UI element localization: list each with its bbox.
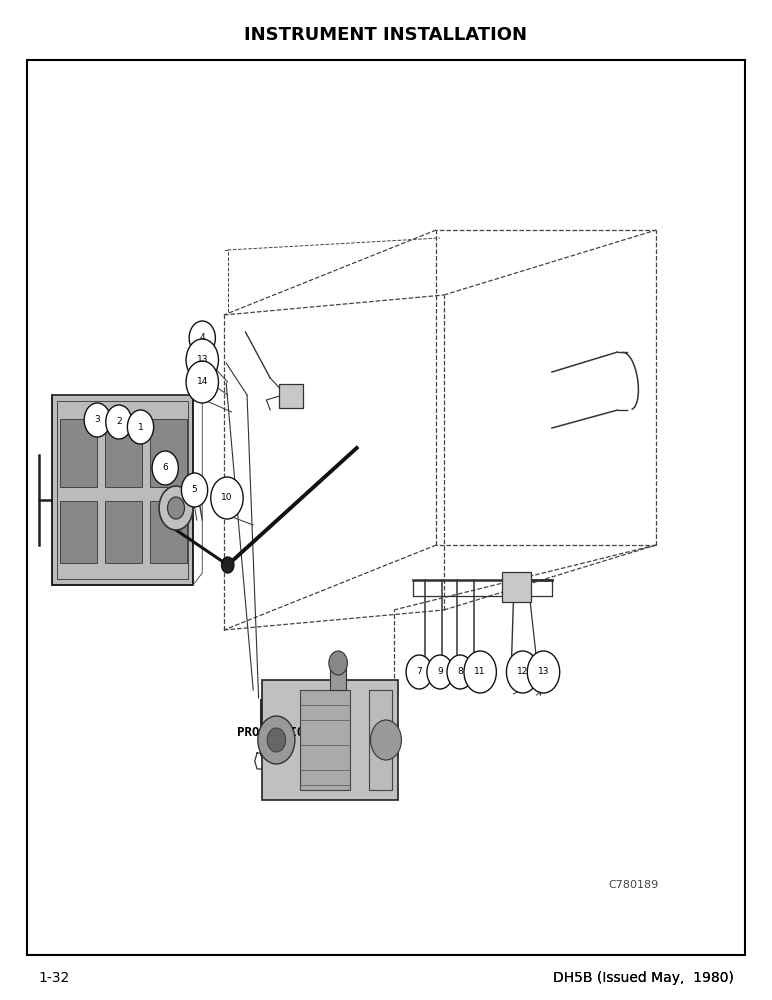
Text: PROPULSION PUMP: PROPULSION PUMP [237,726,350,738]
Circle shape [371,720,401,760]
Circle shape [427,655,453,689]
Text: 4: 4 [199,334,205,342]
Text: 12: 12 [517,668,528,676]
Circle shape [506,651,539,693]
Text: 11: 11 [475,668,486,676]
Bar [279,384,303,408]
Bar [262,680,398,800]
Text: 1: 1 [137,422,144,432]
Bar [105,501,142,563]
Text: 3: 3 [94,416,100,424]
Bar [60,419,97,487]
Circle shape [152,451,178,485]
Bar [150,501,187,563]
Circle shape [527,651,560,693]
Circle shape [159,486,193,530]
Circle shape [84,403,110,437]
Circle shape [106,405,132,439]
Text: C780189: C780189 [608,880,659,890]
Text: 1-32: 1-32 [39,971,69,985]
Text: DH5B (Issued May,  1980): DH5B (Issued May, 1980) [553,971,733,985]
Text: 10: 10 [222,493,232,502]
Bar [150,419,187,487]
Circle shape [189,321,215,355]
Circle shape [181,473,208,507]
Circle shape [222,557,234,573]
Text: 13: 13 [197,356,208,364]
Text: 2: 2 [116,418,122,426]
Text: 7: 7 [416,668,422,676]
Text: 14: 14 [197,377,208,386]
Circle shape [258,716,295,764]
Text: 13: 13 [538,668,549,676]
Bar [369,690,392,790]
Bar [300,690,350,790]
Circle shape [406,655,432,689]
Circle shape [464,651,496,693]
Text: 9: 9 [437,668,443,676]
Circle shape [186,339,218,381]
Circle shape [447,655,473,689]
Circle shape [267,728,286,752]
Circle shape [211,477,243,519]
Bar [105,419,142,487]
Bar [330,666,346,690]
Bar [60,501,97,563]
Text: INSTRUMENT INSTALLATION: INSTRUMENT INSTALLATION [245,26,527,44]
Circle shape [186,361,218,403]
Text: 6: 6 [162,464,168,473]
Bar [502,572,531,602]
Text: 5: 5 [191,486,198,494]
Circle shape [127,410,154,444]
Circle shape [168,497,185,519]
Text: DH5B (Issued May,  1980): DH5B (Issued May, 1980) [553,971,733,985]
Bar [52,395,193,585]
Circle shape [329,651,347,675]
Text: 8: 8 [457,668,463,676]
